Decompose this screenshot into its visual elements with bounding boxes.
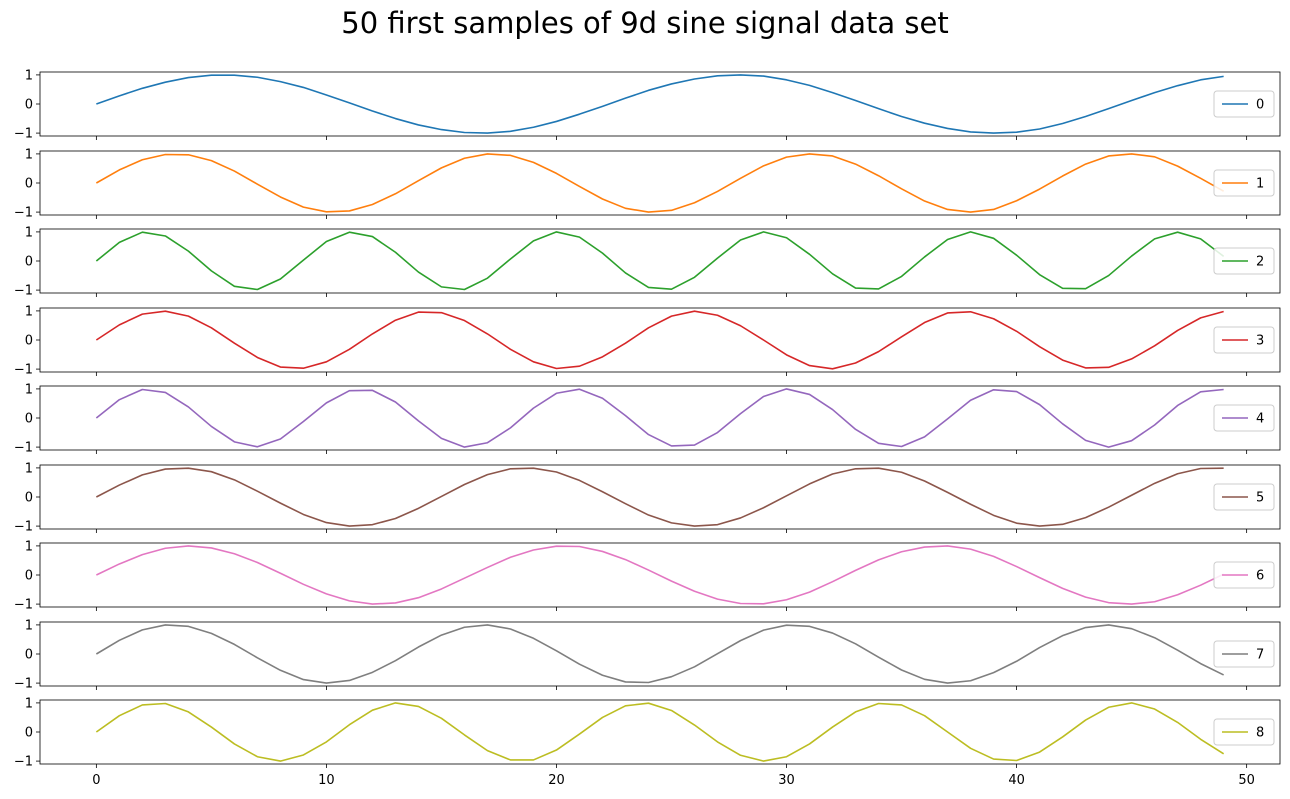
y-tick-label-6--1: −1 xyxy=(14,598,33,613)
panel-background-3 xyxy=(40,308,1280,372)
panel-frame-1 xyxy=(39,150,1281,216)
legend-label-1: 1 xyxy=(1256,177,1264,192)
y-tick-label-1--1: −1 xyxy=(14,206,33,221)
x-tick-label-10: 10 xyxy=(318,773,335,788)
y-tick-label-8-0: 0 xyxy=(25,726,33,741)
series-line-4 xyxy=(95,388,1224,448)
x-tick-label-50: 50 xyxy=(1238,773,1255,788)
panel-background-4 xyxy=(40,386,1280,450)
x-tick-label-0: 0 xyxy=(92,773,100,788)
y-tick-label-2-0: 0 xyxy=(25,255,33,270)
legend-label-8: 8 xyxy=(1256,726,1264,741)
series-line-0 xyxy=(96,74,1224,134)
y-tick-label-0-0: 0 xyxy=(25,98,33,113)
y-tick-label-3-1: 1 xyxy=(25,304,33,319)
panel-frame-0 xyxy=(39,71,1281,137)
panel-frame-6 xyxy=(39,542,1281,608)
y-tick-label-8-1: 1 xyxy=(25,696,33,711)
y-tick-label-5-1: 1 xyxy=(25,461,33,476)
legend-label-4: 4 xyxy=(1256,412,1264,427)
y-tick-label-6-0: 0 xyxy=(25,569,33,584)
y-tick-label-8--1: −1 xyxy=(14,755,33,770)
legend-label-3: 3 xyxy=(1256,334,1264,349)
y-tick-label-6-1: 1 xyxy=(25,539,33,554)
series-line-6 xyxy=(96,545,1224,605)
y-tick-label-5--1: −1 xyxy=(14,520,33,535)
y-tick-label-4-0: 0 xyxy=(25,412,33,427)
x-tick-label-30: 30 xyxy=(778,773,795,788)
series-line-7 xyxy=(95,624,1224,684)
legend-label-5: 5 xyxy=(1256,491,1264,506)
legend-label-7: 7 xyxy=(1256,648,1264,663)
y-tick-label-7-0: 0 xyxy=(25,648,33,663)
y-tick-label-1-0: 0 xyxy=(25,177,33,192)
panel-background-7 xyxy=(40,622,1280,686)
series-line-5 xyxy=(95,467,1224,527)
y-tick-label-2--1: −1 xyxy=(14,284,33,299)
series-line-2 xyxy=(95,231,1225,291)
legend-label-6: 6 xyxy=(1256,569,1264,584)
legend-label-0: 0 xyxy=(1256,98,1264,113)
x-tick-label-40: 40 xyxy=(1008,773,1025,788)
y-tick-label-3-0: 0 xyxy=(25,334,33,349)
y-tick-label-2-1: 1 xyxy=(25,225,33,240)
panel-frame-3 xyxy=(39,307,1281,373)
y-tick-label-7-1: 1 xyxy=(25,618,33,633)
y-tick-label-1-1: 1 xyxy=(25,147,33,162)
y-tick-label-3--1: −1 xyxy=(14,363,33,378)
panel-frame-8 xyxy=(39,699,1281,765)
series-line-1 xyxy=(95,153,1225,213)
panel-frame-7 xyxy=(39,621,1281,687)
y-tick-label-0--1: −1 xyxy=(14,127,33,142)
x-tick-label-20: 20 xyxy=(548,773,565,788)
panel-frame-5 xyxy=(39,464,1281,530)
y-tick-label-4-1: 1 xyxy=(25,382,33,397)
panel-background-1 xyxy=(40,151,1280,215)
panel-frame-2 xyxy=(39,228,1281,294)
series-line-8 xyxy=(95,702,1225,762)
y-tick-label-7--1: −1 xyxy=(14,677,33,692)
panel-frame-4 xyxy=(39,385,1281,451)
panel-background-8 xyxy=(40,700,1280,764)
series-line-3 xyxy=(95,310,1224,370)
y-tick-label-5-0: 0 xyxy=(25,491,33,506)
panel-background-2 xyxy=(40,229,1280,293)
figure-title: 50 first samples of 9d sine signal data … xyxy=(341,6,949,40)
legend-label-2: 2 xyxy=(1256,255,1264,270)
y-tick-label-4--1: −1 xyxy=(14,441,33,456)
panel-background-0 xyxy=(40,72,1280,136)
y-tick-label-0-1: 1 xyxy=(25,68,33,83)
